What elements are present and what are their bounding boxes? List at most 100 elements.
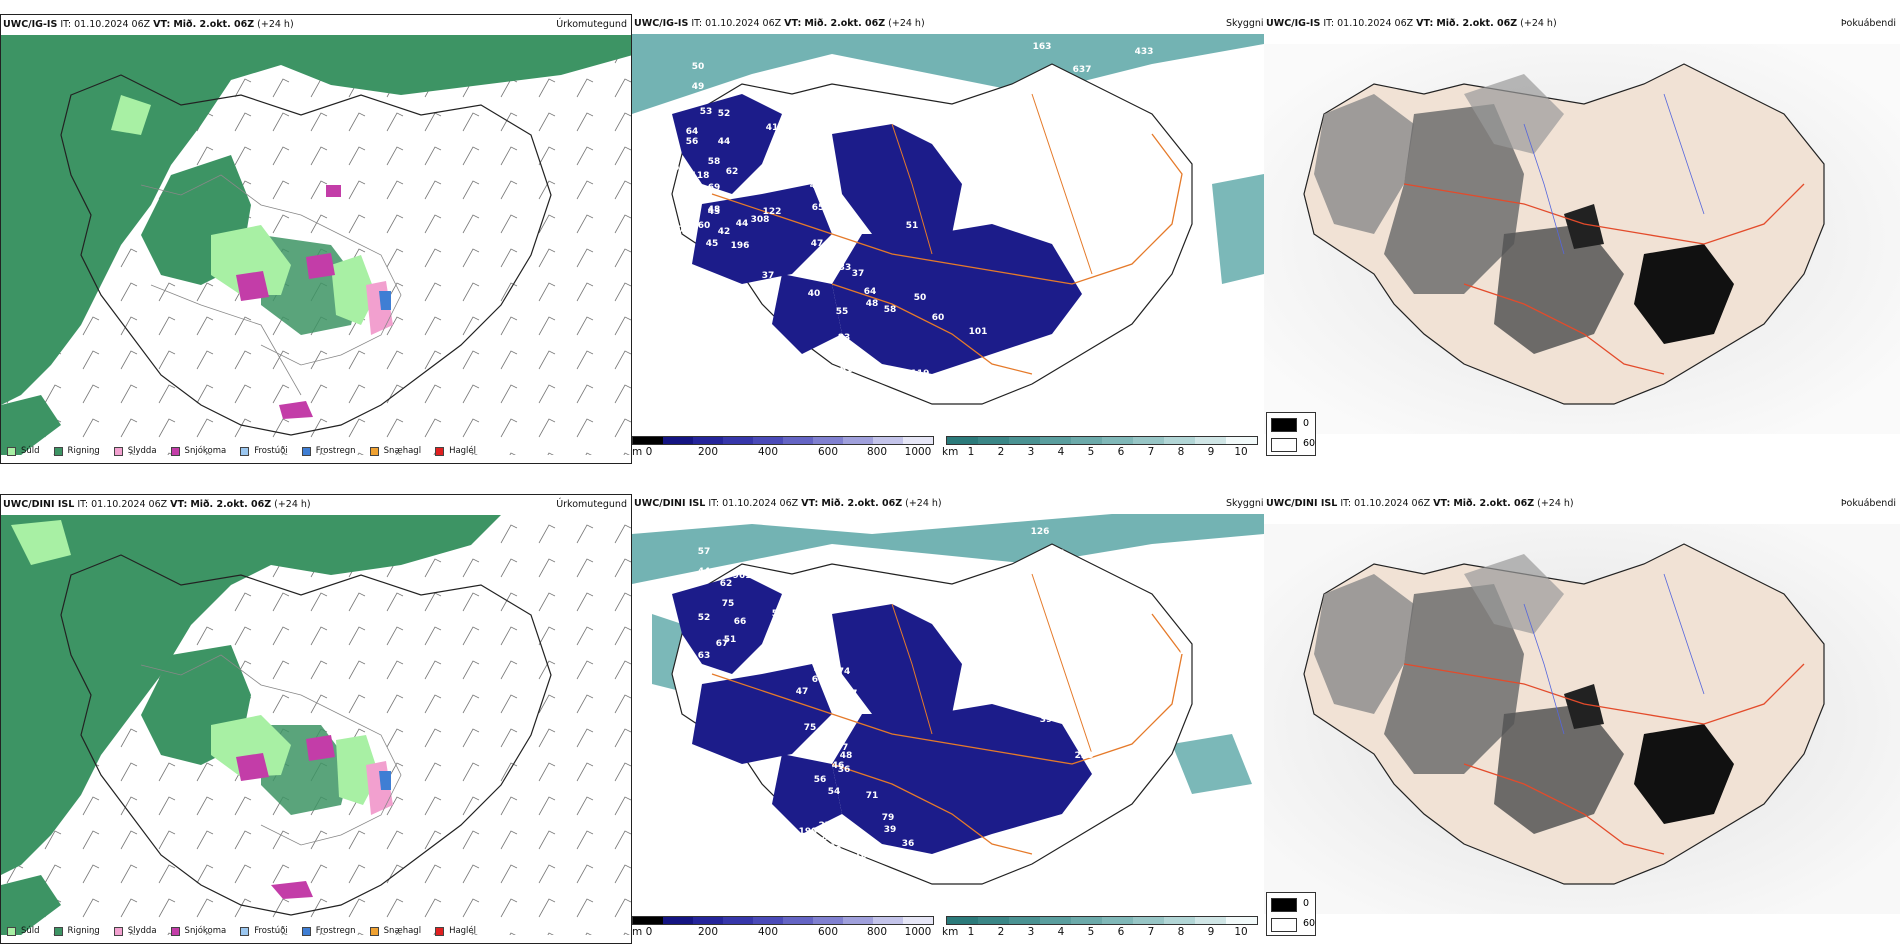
cloud-base-label: 39 bbox=[1040, 715, 1053, 725]
visibility-tick: 8 bbox=[1177, 926, 1185, 938]
visibility-tick: 6 bbox=[1117, 446, 1125, 458]
fog-legend: 0 60 bbox=[1266, 892, 1316, 936]
fog-map-1 bbox=[1264, 44, 1900, 434]
cloud-base-label: 71 bbox=[866, 791, 879, 801]
cloud-base-label: 79 bbox=[814, 841, 827, 851]
fog-legend-low-label: 60 bbox=[1303, 438, 1316, 449]
cloud-base-colorbar: m 0 200 400 600 800 1000 bbox=[632, 916, 934, 938]
visibility-tick: 1 bbox=[967, 446, 975, 458]
legend-item-sleet: Slydda bbox=[113, 926, 157, 936]
panel-header: UWC/IG-IS IT: 01.10.2024 06Z VT: Mið. 2.… bbox=[3, 19, 294, 30]
precip-type-panel-1[interactable]: UWC/IG-IS IT: 01.10.2024 06Z VT: Mið. 2.… bbox=[0, 14, 632, 464]
cloud-tick: 800 bbox=[866, 446, 888, 458]
cloud-base-label: 39 bbox=[884, 825, 897, 835]
cloud-base-label: 80 bbox=[822, 833, 835, 843]
cloud-base-label: 131 bbox=[1047, 549, 1066, 559]
visibility-colorbar: km 1 2 3 4 5 6 7 8 9 10 bbox=[942, 916, 1262, 938]
visibility-colorbar-strip bbox=[946, 436, 1258, 445]
precip-legend: Súld Rigning Slydda Snjókoma Frostúði Fr… bbox=[7, 924, 476, 938]
cloud-base-label: 58 bbox=[838, 857, 851, 867]
visibility-tick: 1 bbox=[967, 926, 975, 938]
cloud-base-label: 74 bbox=[838, 667, 851, 677]
cloud-base-label: 63 bbox=[698, 651, 711, 661]
cloud-base-label: 45 bbox=[706, 239, 719, 249]
cloud-base-label: 62 bbox=[720, 579, 733, 589]
legend-item-snow-hail: Snæhagl bbox=[369, 446, 421, 456]
cloud-base-label: 79 bbox=[882, 813, 895, 823]
cloud-base-label: 55 bbox=[836, 307, 849, 317]
precip-map-1 bbox=[1, 35, 631, 455]
cloud-base-label: 433 bbox=[1135, 47, 1154, 57]
panel-title: Úrkomutegund bbox=[556, 499, 627, 510]
fog-legend: 0 60 bbox=[1266, 412, 1316, 456]
cloud-tick: 0 bbox=[645, 926, 653, 938]
legend-item-rain: Rigning bbox=[53, 446, 100, 456]
cloud-base-label: 31 bbox=[812, 269, 825, 279]
cloud-base-label: 64 bbox=[686, 127, 699, 137]
fog-legend-high-label: 0 bbox=[1303, 418, 1310, 429]
cloud-base-label: 51 bbox=[860, 899, 873, 909]
cloud-tick: 1000 bbox=[904, 926, 932, 938]
cloud-base-label: 52 bbox=[698, 613, 711, 623]
cloud-base-label: 83 bbox=[838, 333, 851, 343]
cloud-base-label: 56 bbox=[814, 775, 827, 785]
legend-item-freezing-rain: Frostregn bbox=[301, 446, 356, 456]
panel-title: Skyggni bbox=[1226, 18, 1264, 29]
cloud-base-label: 33 bbox=[839, 263, 852, 273]
cloud-base-label: 199 bbox=[799, 827, 818, 837]
visibility-unit: km bbox=[942, 926, 959, 938]
visibility-tick: 2 bbox=[997, 926, 1005, 938]
cloud-base-label: 77 bbox=[836, 743, 849, 753]
cloud-base-label: 127 bbox=[839, 689, 858, 699]
cloud-base-label: 61 bbox=[840, 365, 853, 375]
legend-item-hail: Haglél bbox=[435, 446, 476, 456]
visibility-tick: 10 bbox=[1234, 446, 1248, 458]
fog-legend-low-swatch bbox=[1271, 438, 1297, 452]
cloud-base-label: 56 bbox=[686, 137, 699, 147]
cloud-base-label: 53 bbox=[700, 107, 713, 117]
fog-index-panel-1[interactable]: UWC/IG-IS IT: 01.10.2024 06Z VT: Mið. 2.… bbox=[1264, 14, 1900, 464]
cloud-base-label: 47 bbox=[816, 629, 829, 639]
panel-header: UWC/IG-IS IT: 01.10.2024 06Z VT: Mið. 2.… bbox=[634, 18, 925, 29]
cloud-base-label: 961 bbox=[733, 571, 752, 581]
panel-header: UWC/DINI ISL IT: 01.10.2024 06Z VT: Mið.… bbox=[3, 499, 311, 510]
cloud-base-label: 41 bbox=[862, 369, 875, 379]
cloud-base-label: 64 bbox=[808, 863, 821, 873]
cloud-base-label: 36 bbox=[838, 765, 851, 775]
cloud-base-panel-1[interactable]: UWC/IG-IS IT: 01.10.2024 06Z VT: Mið. 2.… bbox=[632, 14, 1264, 464]
cloud-base-panel-2[interactable]: UWC/DINI ISL IT: 01.10.2024 06Z VT: Mið.… bbox=[632, 494, 1264, 944]
visibility-tick: 4 bbox=[1057, 926, 1065, 938]
cloud-base-label: 42 bbox=[718, 227, 731, 237]
cloud-base-label: 54 bbox=[828, 787, 841, 797]
cloud-base-label: 122 bbox=[763, 207, 782, 217]
fog-index-panel-2[interactable]: UWC/DINI ISL IT: 01.10.2024 06Z VT: Mið.… bbox=[1264, 494, 1900, 944]
legend-item-freezing-drizzle: Frostúði bbox=[240, 446, 288, 456]
cloud-base-label: 48 bbox=[866, 299, 879, 309]
panel-header: UWC/DINI ISL IT: 01.10.2024 06Z VT: Mið.… bbox=[1266, 498, 1574, 509]
cloud-base-label: 74 bbox=[732, 333, 745, 343]
cloud-base-label: 52 bbox=[696, 195, 709, 205]
visibility-tick: 9 bbox=[1207, 446, 1215, 458]
cloud-base-label: 36 bbox=[818, 251, 831, 261]
cloud-base-label: 42 bbox=[796, 657, 809, 667]
cloud-base-label: 64 bbox=[864, 287, 877, 297]
cloud-tick: 400 bbox=[757, 926, 779, 938]
cloud-base-label: 44 bbox=[736, 219, 749, 229]
legend-item-rain: Rigning bbox=[53, 926, 100, 936]
precip-type-panel-2[interactable]: UWC/DINI ISL IT: 01.10.2024 06Z VT: Mið.… bbox=[0, 494, 632, 944]
fog-legend-high-label: 0 bbox=[1303, 898, 1310, 909]
cloud-base-label: 39 bbox=[644, 231, 657, 241]
cloud-base-label: 58 bbox=[708, 157, 721, 167]
cloud-base-label: 38 bbox=[846, 391, 859, 401]
visibility-colorbar-strip bbox=[946, 916, 1258, 925]
cloud-base-label: 189 bbox=[1179, 617, 1198, 627]
cloud-base-label: 235 bbox=[837, 869, 856, 879]
cloud-tick: 600 bbox=[817, 926, 839, 938]
fog-legend-low-swatch bbox=[1271, 918, 1297, 932]
cloud-base-label: 66 bbox=[734, 617, 747, 627]
cloud-base-label: 41 bbox=[766, 123, 779, 133]
cloud-base-label: 308 bbox=[751, 215, 770, 225]
visibility-tick: 9 bbox=[1207, 926, 1215, 938]
visibility-tick: 3 bbox=[1027, 926, 1035, 938]
